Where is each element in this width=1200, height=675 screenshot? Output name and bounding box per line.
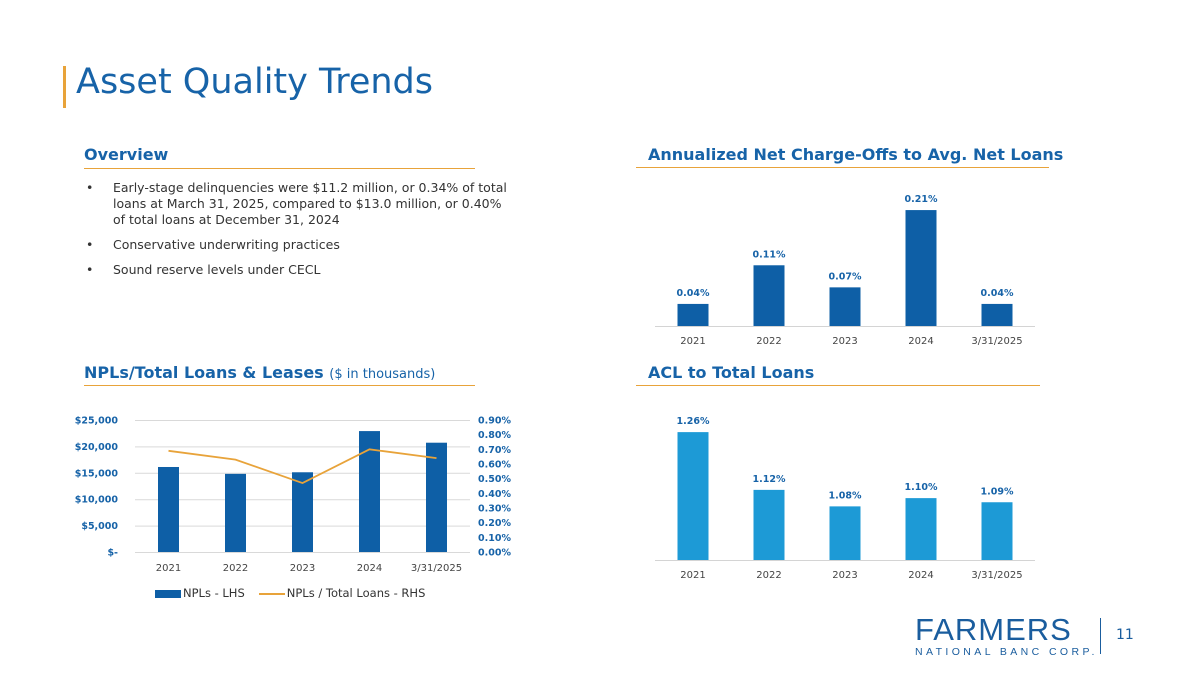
y-left-tick-label: $25,000: [75, 416, 119, 427]
title-accent-bar: [63, 66, 66, 108]
x-tick-label: 2021: [156, 563, 181, 574]
page-title: Asset Quality Trends: [76, 62, 434, 102]
y-right-tick-label: 0.70%: [478, 445, 511, 456]
legend-swatch-line: [258, 592, 285, 595]
x-tick-label: 2024: [908, 570, 933, 581]
bar: [905, 210, 937, 326]
bar: [829, 506, 861, 560]
data-label: 1.08%: [829, 490, 862, 501]
x-tick-label: 3/31/2025: [971, 336, 1022, 347]
x-tick-label: 2021: [680, 570, 705, 581]
data-label: 0.04%: [677, 288, 710, 299]
acl-heading: ACL to Total Loans: [648, 363, 815, 382]
bar: [829, 287, 861, 326]
bullet-item: Conservative underwriting practices: [84, 237, 514, 253]
npl-bar: [292, 472, 313, 552]
bar: [981, 303, 1013, 326]
y-right-tick-label: 0.50%: [478, 474, 511, 485]
npl-chart: $- $5,000 $10,000 $15,000 $20,000 $25,000 0.00…: [75, 416, 512, 575]
footer-divider: [1100, 618, 1101, 654]
data-label: 0.11%: [753, 249, 786, 260]
npl-heading-title: NPLs/Total Loans & Leases: [84, 363, 324, 382]
nco-rule: [636, 167, 1049, 168]
bar: [753, 265, 785, 326]
npl-rule: [84, 385, 475, 386]
y-left-tick-label: $10,000: [75, 495, 119, 506]
legend-item-ratio: NPLs / Total Loans - RHS: [258, 586, 426, 600]
logo-wordmark: FARMERS: [915, 612, 1072, 647]
bar: [905, 498, 937, 560]
x-tick-label: 2021: [680, 336, 705, 347]
y-right-tick-label: 0.10%: [478, 533, 511, 544]
y-right-tick-label: 0.30%: [478, 504, 511, 515]
data-label: 1.10%: [905, 482, 938, 493]
x-tick-label: 2023: [290, 563, 315, 574]
y-right-tick-label: 0.40%: [478, 489, 511, 500]
y-right-tick-label: 0.90%: [478, 416, 511, 427]
x-tick-label: 2022: [756, 570, 781, 581]
legend-label: NPLs / Total Loans - RHS: [286, 586, 426, 600]
data-label: 1.09%: [981, 486, 1014, 497]
npl-heading-sub: ($ in thousands): [329, 367, 436, 382]
npl-legend: NPLs - LHS NPLs / Total Loans - RHS: [155, 586, 425, 600]
x-tick-label: 3/31/2025: [971, 570, 1022, 581]
overview-bullets: Early-stage delinquencies were $11.2 mil…: [84, 180, 514, 287]
data-label: 1.26%: [677, 416, 710, 427]
y-left-tick-label: $15,000: [75, 468, 119, 479]
bar: [677, 432, 709, 560]
npl-bar: [158, 466, 179, 552]
bar: [677, 303, 709, 326]
bar: [753, 489, 785, 560]
overview-rule: [84, 168, 475, 169]
npl-bar: [225, 473, 246, 552]
y-left-tick-label: $20,000: [75, 442, 119, 453]
y-right-tick-label: 0.60%: [478, 460, 511, 471]
acl-chart: 1.26% 2021 1.12% 2022 1.08% 2023 1.10% 2024 1.09…: [655, 416, 1035, 581]
data-label: 0.21%: [905, 194, 938, 205]
data-label: 1.12%: [753, 474, 786, 485]
x-tick-label: 2022: [223, 563, 248, 574]
npl-ratio-line: [168, 448, 437, 485]
y-right-tick-label: 0.20%: [478, 518, 511, 529]
x-tick-label: 2023: [832, 336, 857, 347]
x-tick-label: 2022: [756, 336, 781, 347]
nco-chart: 0.04% 2021 0.11% 2022 0.07% 2023 0.21% 2024 0.04…: [655, 194, 1035, 347]
legend-swatch-bar: [155, 589, 181, 598]
page-number: 11: [1116, 627, 1134, 643]
nco-heading: Annualized Net Charge-Offs to Avg. Net L…: [648, 145, 1064, 164]
bullet-item: Sound reserve levels under CECL: [84, 262, 514, 278]
legend-label: NPLs - LHS: [183, 586, 245, 600]
npl-heading: NPLs/Total Loans & Leases ($ in thousand…: [84, 363, 435, 382]
x-tick-label: 3/31/2025: [411, 563, 462, 574]
data-label: 0.04%: [981, 288, 1014, 299]
y-left-tick-label: $5,000: [81, 521, 118, 532]
x-tick-label: 2024: [908, 336, 933, 347]
npl-bar: [426, 442, 447, 552]
x-tick-label: 2024: [357, 563, 382, 574]
x-tick-label: 2023: [832, 570, 857, 581]
npl-bar: [359, 431, 380, 552]
y-right-tick-label: 0.80%: [478, 430, 511, 441]
bar: [981, 502, 1013, 560]
bullet-item: Early-stage delinquencies were $11.2 mil…: [84, 180, 514, 228]
legend-item-npls: NPLs - LHS: [155, 586, 245, 600]
data-label: 0.07%: [829, 271, 862, 282]
overview-heading: Overview: [84, 145, 169, 164]
y-right-tick-label: 0.00%: [478, 548, 511, 559]
acl-rule: [636, 385, 1040, 386]
farmers-logo: FARMERS NATIONAL BANC CORP.: [915, 612, 1098, 659]
logo-subtitle: NATIONAL BANC CORP.: [915, 646, 1098, 658]
y-left-tick-label: $-: [107, 548, 118, 559]
